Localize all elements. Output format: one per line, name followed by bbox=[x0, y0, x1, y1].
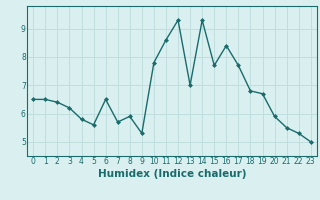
X-axis label: Humidex (Indice chaleur): Humidex (Indice chaleur) bbox=[98, 169, 246, 179]
